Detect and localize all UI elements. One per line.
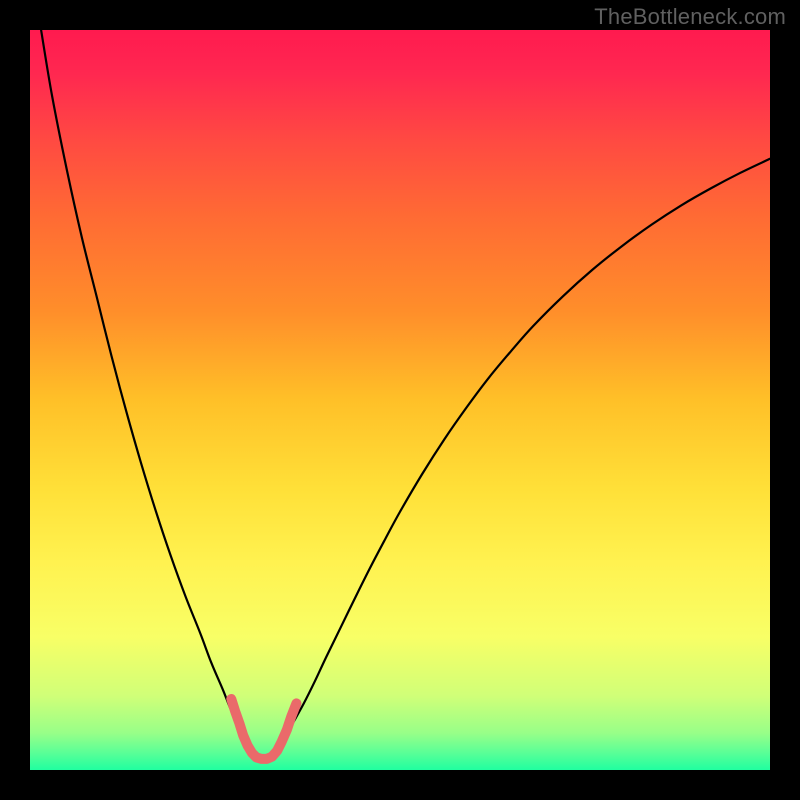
curves-layer (30, 30, 770, 770)
curve-left (41, 30, 237, 723)
valley-overlay (231, 699, 296, 759)
watermark-text: TheBottleneck.com (594, 4, 786, 30)
plot-area (30, 30, 770, 770)
curve-right (293, 159, 770, 724)
